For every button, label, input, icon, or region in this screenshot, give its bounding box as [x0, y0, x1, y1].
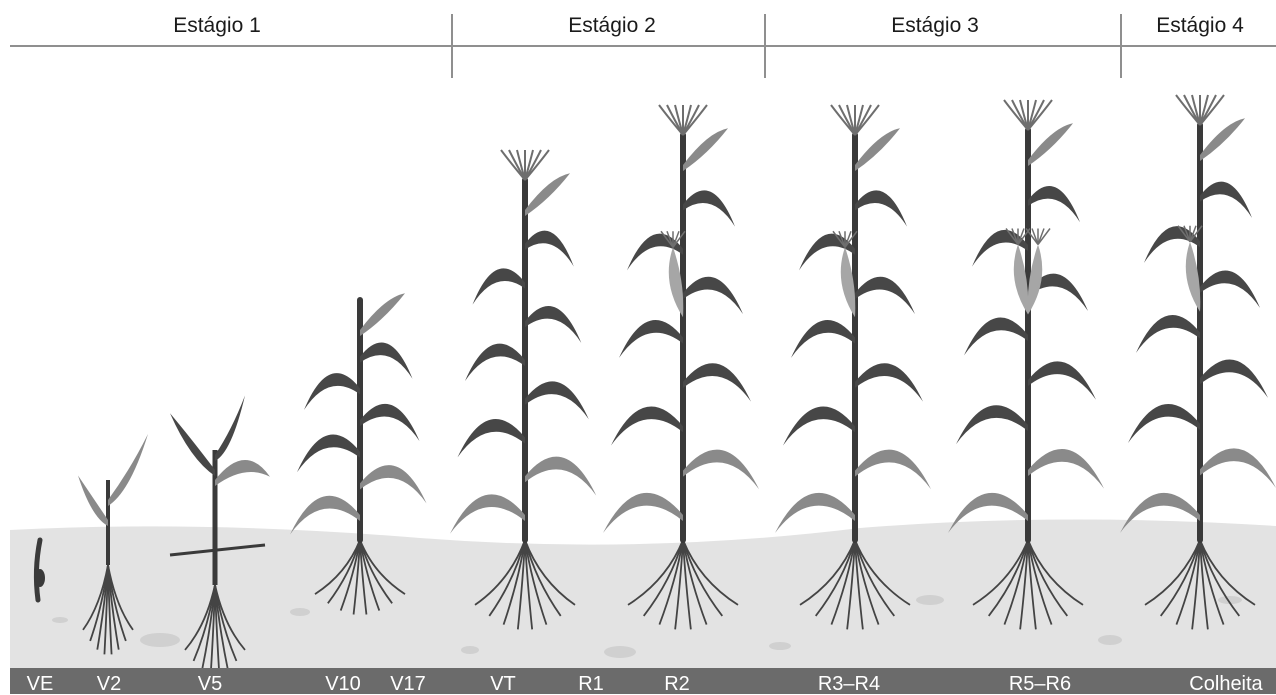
plant-vt — [450, 149, 597, 630]
growth-label-colheita: Colheita — [1189, 673, 1263, 695]
stage-label-2: Estágio 2 — [568, 14, 656, 37]
growth-label-r3-r4: R3–R4 — [817, 673, 881, 695]
plant-r3-r4 — [775, 104, 931, 630]
plant-colheita — [1120, 94, 1276, 630]
growth-label-v17: V17 — [390, 673, 426, 695]
plant-ve — [33, 537, 45, 603]
stage-divider-2-3 — [764, 14, 766, 78]
plant-r1-r2 — [603, 104, 759, 630]
growth-label-v5: V5 — [197, 673, 223, 695]
stage-divider-3-4 — [1120, 14, 1122, 78]
stage-timeline-line — [10, 45, 1276, 47]
growth-label-r1: R1 — [578, 673, 604, 695]
growth-label-r5-r6: R5–R6 — [1008, 673, 1072, 695]
plant-v10-v17 — [290, 293, 427, 615]
growth-label-r2: R2 — [664, 673, 690, 695]
plant-v5 — [169, 395, 270, 675]
stage-divider-1-2 — [451, 14, 453, 78]
stage-label-4: Estágio 4 — [1156, 14, 1244, 37]
plant-r5-r6 — [948, 99, 1104, 630]
growth-label-v2: V2 — [96, 673, 122, 695]
growth-label-ve: VE — [26, 673, 54, 695]
soil-stones — [52, 595, 1242, 658]
stage-label-1: Estágio 1 — [173, 14, 261, 37]
stage-label-3: Estágio 3 — [891, 14, 979, 37]
growth-label-v10: V10 — [325, 673, 361, 695]
growth-stage-label-bar — [10, 668, 1276, 694]
growth-label-vt: VT — [490, 673, 516, 695]
stage-header: Estágio 1 Estágio 2 Estágio 3 Estágio 4 — [0, 0, 1276, 80]
plant-v2 — [78, 434, 148, 655]
